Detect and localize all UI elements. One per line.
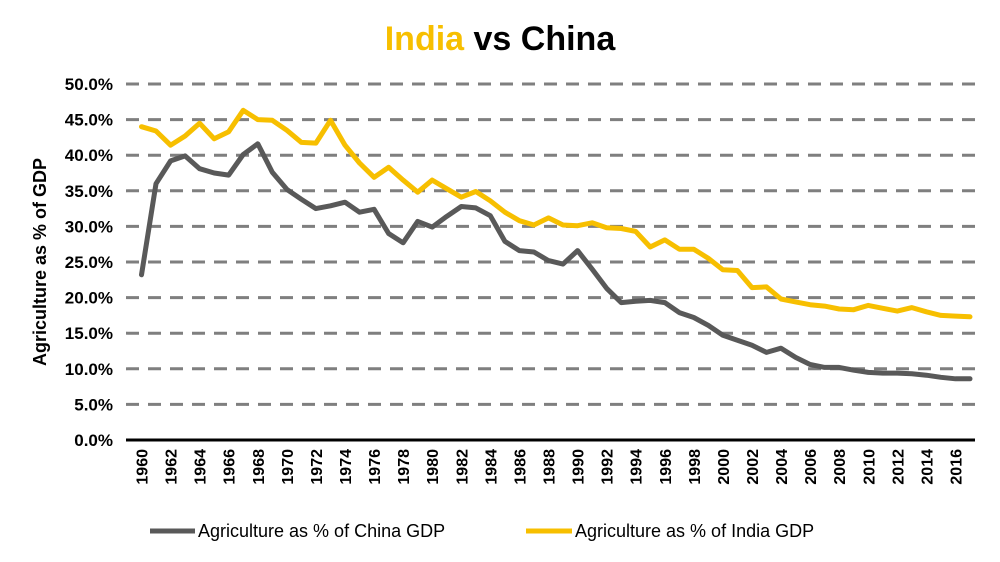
gridlines [126, 82, 975, 406]
y-tick-label: 40.0% [65, 146, 113, 165]
x-tick-label: 1976 [367, 449, 384, 485]
x-tick-label: 1992 [600, 449, 617, 485]
chart-title-india: India [385, 20, 465, 58]
x-tick-label: 1988 [541, 449, 558, 485]
y-tick-label: 45.0% [65, 111, 113, 130]
y-axis-label: Agriculture as % of GDP [30, 158, 50, 366]
chart-title: India vs China [385, 20, 617, 58]
y-tick-label: 25.0% [65, 253, 113, 272]
x-tick-label: 1978 [396, 449, 413, 485]
x-tick-label: 2012 [890, 449, 907, 485]
legend-label-india: Agriculture as % of India GDP [575, 521, 814, 541]
x-tick-label: 1966 [222, 449, 239, 485]
legend: Agriculture as % of China GDP Agriculture… [150, 521, 814, 541]
x-tick-label: 2000 [716, 449, 733, 485]
x-tick-label: 2006 [803, 449, 820, 485]
x-tick-label: 1962 [164, 449, 181, 485]
x-tick-label: 1964 [193, 449, 210, 485]
y-tick-label: 15.0% [65, 324, 113, 343]
x-tick-label: 1990 [571, 449, 588, 485]
x-tick-label: 1980 [425, 449, 442, 485]
x-tick-label: 2004 [774, 449, 791, 485]
x-tick-label: 1968 [251, 449, 268, 485]
y-tick-label: 30.0% [65, 217, 113, 236]
series-line-india [139, 107, 973, 320]
y-tick-label: 20.0% [65, 289, 113, 308]
y-tick-label: 5.0% [74, 395, 113, 414]
x-tick-label: 2014 [919, 449, 936, 485]
y-axis-ticks: 0.0% 5.0% 10.0% 15.0% 20.0% 25.0% 30.0% 35.0% 40… [65, 75, 113, 450]
x-tick-label: 1982 [454, 449, 471, 485]
y-tick-label: 10.0% [65, 360, 113, 379]
x-tick-label: 1998 [687, 449, 704, 485]
x-tick-label: 2010 [861, 449, 878, 485]
x-tick-label: 1970 [280, 449, 297, 485]
x-tick-label: 1974 [338, 449, 355, 485]
x-tick-label: 2008 [832, 449, 849, 485]
y-tick-label: 50.0% [65, 75, 113, 94]
x-axis-ticks: 1960 1962 1964 1966 1968 1970 1972 1974 1976 1978… [135, 449, 966, 485]
x-tick-label: 1996 [658, 449, 675, 485]
x-tick-label: 1994 [629, 449, 646, 485]
y-tick-label: 35.0% [65, 182, 113, 201]
x-tick-label: 1984 [483, 449, 500, 485]
x-tick-label: 1986 [512, 449, 529, 485]
series-lines [139, 107, 973, 382]
x-tick-label: 2016 [948, 449, 965, 485]
legend-label-china: Agriculture as % of China GDP [198, 521, 445, 541]
y-tick-label: 0.0% [74, 431, 113, 450]
x-tick-label: 1960 [135, 449, 152, 485]
chart-title-rest: vs China [464, 20, 616, 58]
series-line-china [139, 141, 973, 382]
x-tick-label: 2002 [745, 449, 762, 485]
x-tick-label: 1972 [309, 449, 326, 485]
